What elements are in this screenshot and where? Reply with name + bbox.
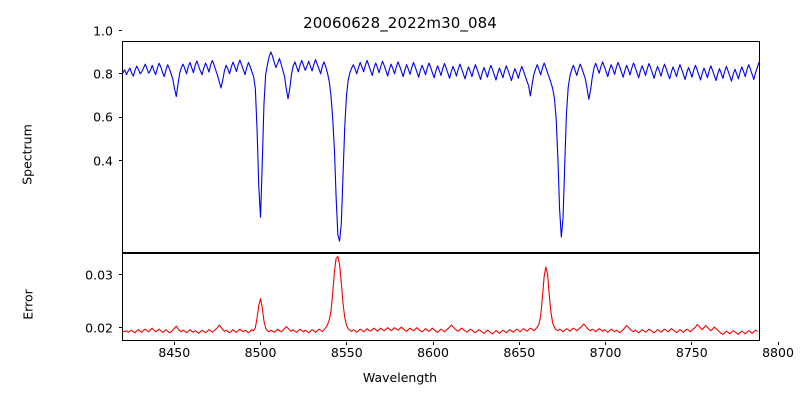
xtick-3 — [432, 341, 434, 345]
spectrum-ytick-0 — [118, 160, 122, 162]
error-ytick-1 — [118, 274, 122, 276]
wavelength-axis-title: Wavelength — [362, 370, 438, 385]
xtick-5 — [605, 341, 607, 345]
xlabel-5: 8700 — [589, 345, 622, 360]
xlabel-4: 8650 — [503, 345, 536, 360]
spectrum-plot-area — [122, 51, 760, 242]
xtick-6 — [691, 341, 693, 345]
error-axis-title: Error — [20, 289, 36, 320]
xlabel-0: 8450 — [158, 345, 191, 360]
xtick-2 — [346, 341, 348, 345]
xtick-7 — [777, 341, 779, 345]
xtick-0 — [173, 341, 175, 345]
xtick-4 — [518, 341, 520, 345]
spectrum-ylabel-3: 1.0 — [93, 23, 113, 39]
error-line — [122, 256, 758, 335]
spectrum-line — [122, 51, 760, 242]
error-ytick-0 — [118, 327, 122, 329]
spectrum-ytick-1 — [118, 116, 122, 118]
spectrum-axis-title: Spectrum — [19, 124, 35, 185]
xlabel-6: 8750 — [675, 345, 708, 360]
error-ylabel-1: 0.03 — [85, 267, 113, 283]
spectrum-axes — [122, 41, 760, 253]
error-ylabel-0: 0.02 — [85, 320, 113, 335]
xlabel-2: 8550 — [330, 345, 363, 360]
spectrum-ylabel-2: 0.8 — [93, 66, 113, 82]
error-plot-area — [122, 256, 758, 335]
spectrum-ylabel-0: 0.4 — [93, 153, 113, 168]
spectrum-ytick-2 — [118, 73, 122, 75]
xlabel-7: 8800 — [762, 345, 794, 360]
xtick-1 — [260, 341, 262, 345]
spectrum-ylabel-1: 0.6 — [93, 109, 113, 125]
xlabel-3: 8600 — [417, 345, 449, 360]
error-axes — [122, 253, 760, 341]
spectrum-ytick-3 — [118, 30, 122, 32]
xlabel-1: 8500 — [244, 345, 277, 360]
figure-title: 20060628_2022m30_084 — [303, 14, 497, 32]
